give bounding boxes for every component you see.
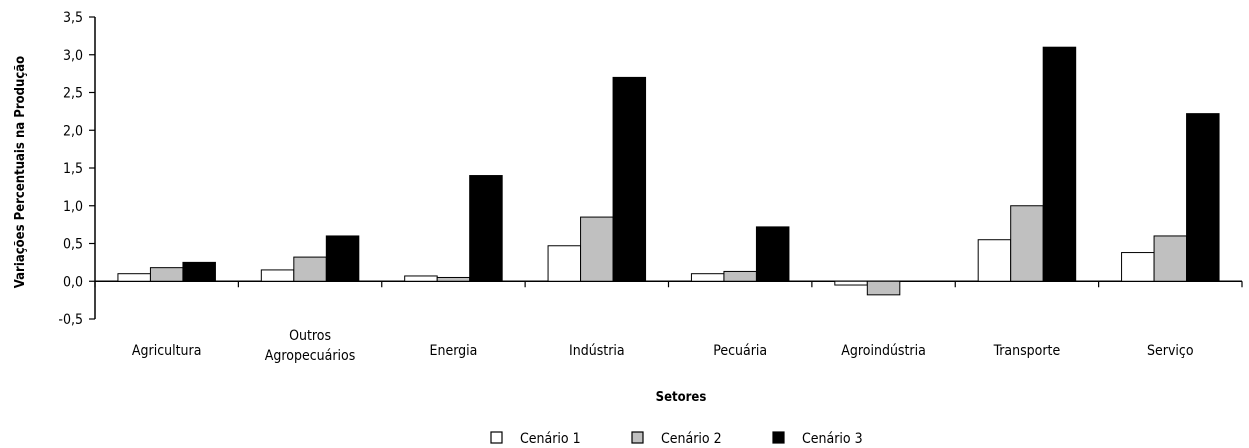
- category-label: Serviço: [1147, 343, 1194, 359]
- category-label: Pecuária: [713, 343, 767, 359]
- y-tick-label: 3,0: [63, 48, 83, 64]
- legend-label: Cenário 1: [520, 431, 581, 447]
- bar: [436, 276, 471, 282]
- category-label: Outros: [289, 328, 331, 344]
- bar: [547, 245, 582, 282]
- y-tick-label: 1,5: [63, 161, 83, 177]
- bar: [260, 269, 295, 282]
- bar: [834, 280, 868, 286]
- y-tick-label: -0,5: [58, 312, 83, 328]
- y-tick-label: 1,0: [63, 199, 83, 215]
- bar: [149, 267, 184, 282]
- bar: [182, 261, 216, 282]
- bar: [1186, 113, 1220, 282]
- bar: [1153, 235, 1188, 282]
- legend-label: Cenário 3: [802, 431, 863, 447]
- legend-label: Cenário 2: [661, 431, 722, 447]
- bar: [1121, 252, 1155, 282]
- bar: [117, 273, 151, 282]
- category-label: Indústria: [569, 343, 625, 359]
- bar: [1042, 46, 1077, 282]
- bar: [404, 275, 438, 282]
- category-label: Agricultura: [132, 343, 202, 359]
- bar: [580, 216, 614, 282]
- bar: [469, 175, 503, 282]
- y-tick-label: 0,5: [63, 237, 83, 253]
- category-label: Agroindústria: [841, 343, 926, 359]
- category-label: Transporte: [993, 343, 1061, 359]
- bar: [293, 256, 327, 282]
- bar: [1010, 205, 1044, 282]
- legend-swatch: [772, 431, 785, 444]
- y-tick-label: 3,5: [63, 10, 83, 26]
- legend-swatch: [631, 431, 644, 444]
- category-labels: Agricultura Outros Agropecuários Energia Ind…: [132, 328, 1194, 364]
- category-label: Energia: [430, 343, 478, 359]
- y-tick-label: 0,0: [63, 274, 83, 290]
- legend: Cenário 1 Cenário 2 Cenário 3: [490, 431, 863, 447]
- y-tick-label: 2,5: [63, 86, 83, 102]
- x-axis-title: Setores: [656, 390, 707, 405]
- y-tick-label: 2,0: [63, 123, 83, 139]
- bar: [723, 270, 757, 282]
- x-axis: [94, 280, 1243, 288]
- legend-swatch: [490, 431, 503, 444]
- bars: [117, 46, 1220, 296]
- y-axis: -0,5 0,0 0,5 1,0 1,5 2,0 2,5 3,0 3,5: [58, 10, 96, 328]
- bar: [612, 76, 647, 282]
- bar: [866, 280, 901, 296]
- bar: [325, 235, 360, 282]
- y-axis-title: Variações Percentuais na Produção: [13, 56, 28, 288]
- bar: [755, 226, 790, 282]
- bar: [977, 239, 1012, 282]
- category-label: Agropecuários: [265, 348, 356, 364]
- bar: [690, 273, 725, 282]
